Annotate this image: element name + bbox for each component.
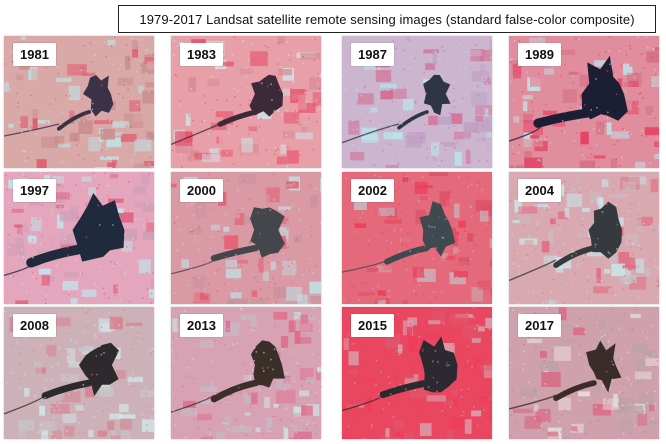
satellite-image-2013: 2013 <box>171 307 321 439</box>
satellite-image-2002: 2002 <box>342 172 492 304</box>
year-label: 2013 <box>180 314 223 337</box>
satellite-image-2004: 2004 <box>509 172 659 304</box>
satellite-image-1997: 1997 <box>4 172 154 304</box>
satellite-image-2017: 2017 <box>509 307 659 439</box>
year-label: 1987 <box>351 43 394 66</box>
year-label: 1997 <box>13 179 56 202</box>
year-label: 2015 <box>351 314 394 337</box>
satellite-image-1989: 1989 <box>509 36 659 168</box>
satellite-image-1987: 1987 <box>342 36 492 168</box>
year-label: 2017 <box>518 314 561 337</box>
satellite-image-2000: 2000 <box>171 172 321 304</box>
satellite-image-2008: 2008 <box>4 307 154 439</box>
satellite-image-1983: 1983 <box>171 36 321 168</box>
false-color-image <box>509 307 659 439</box>
satellite-image-2015: 2015 <box>342 307 492 439</box>
year-label: 2000 <box>180 179 223 202</box>
satellite-image-1981: 1981 <box>4 36 154 168</box>
year-label: 1989 <box>518 43 561 66</box>
figure-title: 1979-2017 Landsat satellite remote sensi… <box>118 5 656 33</box>
year-label: 2008 <box>13 314 56 337</box>
year-label: 2002 <box>351 179 394 202</box>
year-label: 2004 <box>518 179 561 202</box>
year-label: 1981 <box>13 43 56 66</box>
year-label: 1983 <box>180 43 223 66</box>
